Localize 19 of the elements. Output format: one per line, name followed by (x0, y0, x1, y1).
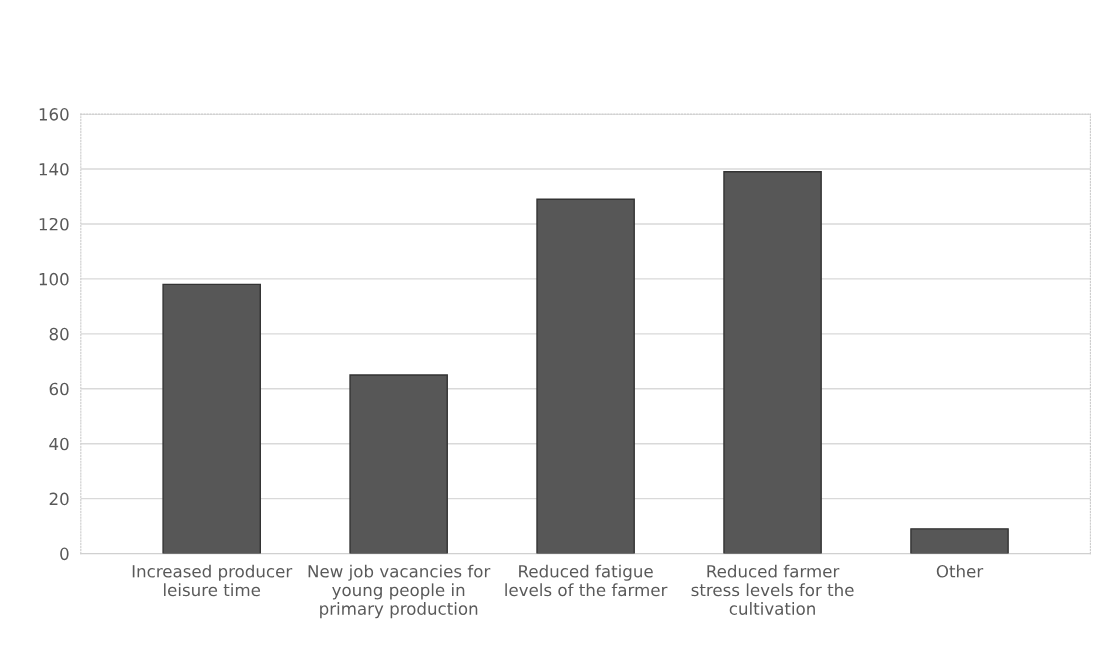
y-tick-label: 80 (49, 327, 69, 341)
bar (162, 283, 261, 554)
y-tick-label: 60 (49, 382, 69, 396)
bar (910, 528, 1009, 554)
y-tick-label: 20 (49, 492, 69, 506)
x-tick-label: Reduced fatigue levels of the farmer (505, 564, 668, 597)
bar (723, 171, 822, 554)
y-tick-label: 100 (39, 272, 69, 286)
x-tick-label: New job vacancies for young people in primary production (308, 564, 491, 619)
x-tick-label: Increased producer leisure time (132, 564, 293, 597)
bar (349, 374, 448, 554)
x-tick-label: Other (936, 564, 984, 578)
y-tick-label: 140 (39, 162, 69, 176)
y-tick-label: 160 (39, 108, 69, 121)
y-tick-label: 120 (39, 217, 69, 231)
y-tick-label: 40 (49, 437, 69, 451)
x-tick-label: Reduced farmer stress levels for the cultivation (691, 564, 854, 615)
y-tick-label: 0 (60, 547, 69, 561)
bar (536, 198, 635, 554)
